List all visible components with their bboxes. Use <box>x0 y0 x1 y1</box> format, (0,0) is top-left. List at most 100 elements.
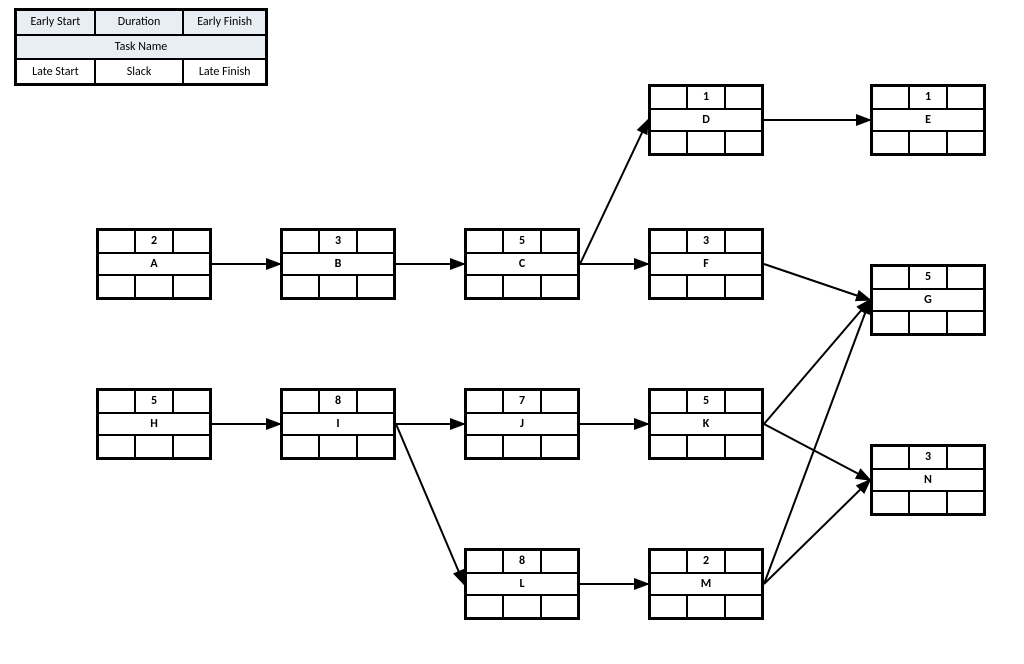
node-row-top: 3 <box>650 230 762 253</box>
early-finish-cell <box>541 230 578 253</box>
late-start-cell <box>650 595 687 618</box>
slack-cell <box>319 435 356 458</box>
slack-cell <box>687 275 724 298</box>
legend-task-name: Task Name <box>16 35 266 60</box>
late-start-cell <box>872 491 909 514</box>
late-finish-cell <box>725 435 762 458</box>
node-row-mid: D <box>650 109 762 132</box>
legend-box: Early Start Duration Early Finish Task N… <box>14 8 268 86</box>
late-finish-cell <box>357 275 394 298</box>
early-finish-cell <box>947 446 984 469</box>
early-start-cell <box>650 86 687 109</box>
late-start-cell <box>98 435 135 458</box>
node-row-mid: A <box>98 253 210 276</box>
node-row-top: 5 <box>650 390 762 413</box>
late-start-cell <box>650 435 687 458</box>
node-row-mid: B <box>282 253 394 276</box>
early-finish-cell <box>173 390 210 413</box>
early-start-cell <box>872 86 909 109</box>
duration-cell: 5 <box>503 230 540 253</box>
task-name-cell: K <box>650 413 762 436</box>
task-node-c: 5C <box>464 228 580 300</box>
late-start-cell <box>98 275 135 298</box>
late-finish-cell <box>173 275 210 298</box>
slack-cell <box>687 595 724 618</box>
late-start-cell <box>282 275 319 298</box>
legend-late-finish: Late Finish <box>183 59 266 84</box>
task-node-l: 8L <box>464 548 580 620</box>
early-finish-cell <box>541 550 578 573</box>
late-finish-cell <box>947 131 984 154</box>
task-node-m: 2M <box>648 548 764 620</box>
task-name-cell: E <box>872 109 984 132</box>
task-name-cell: H <box>98 413 210 436</box>
task-name-cell: C <box>466 253 578 276</box>
edge-f-g <box>764 264 870 300</box>
early-finish-cell <box>725 230 762 253</box>
early-finish-cell <box>725 86 762 109</box>
edge-m-g <box>764 300 870 584</box>
task-node-g: 5G <box>870 264 986 336</box>
late-start-cell <box>650 275 687 298</box>
legend-early-start: Early Start <box>16 10 95 35</box>
duration-cell: 1 <box>909 86 946 109</box>
task-node-n: 3N <box>870 444 986 516</box>
task-name-cell: L <box>466 573 578 596</box>
node-row-top: 3 <box>282 230 394 253</box>
early-finish-cell <box>725 550 762 573</box>
node-row-mid: C <box>466 253 578 276</box>
legend-row-mid: Task Name <box>16 35 266 60</box>
legend-duration: Duration <box>95 10 184 35</box>
node-row-bottom <box>98 435 210 458</box>
early-finish-cell <box>357 230 394 253</box>
early-finish-cell <box>173 230 210 253</box>
legend-slack: Slack <box>95 59 184 84</box>
late-start-cell <box>466 275 503 298</box>
slack-cell <box>503 275 540 298</box>
slack-cell <box>503 435 540 458</box>
task-name-cell: I <box>282 413 394 436</box>
node-row-top: 5 <box>872 266 984 289</box>
task-node-i: 8I <box>280 388 396 460</box>
task-node-f: 3F <box>648 228 764 300</box>
early-start-cell <box>282 390 319 413</box>
node-row-top: 3 <box>872 446 984 469</box>
late-start-cell <box>650 131 687 154</box>
early-start-cell <box>282 230 319 253</box>
task-node-j: 7J <box>464 388 580 460</box>
node-row-bottom <box>650 131 762 154</box>
duration-cell: 2 <box>687 550 724 573</box>
early-start-cell <box>98 390 135 413</box>
early-finish-cell <box>357 390 394 413</box>
duration-cell: 7 <box>503 390 540 413</box>
early-start-cell <box>98 230 135 253</box>
early-finish-cell <box>725 390 762 413</box>
duration-cell: 5 <box>909 266 946 289</box>
late-start-cell <box>872 131 909 154</box>
late-finish-cell <box>947 491 984 514</box>
node-row-mid: M <box>650 573 762 596</box>
slack-cell <box>909 491 946 514</box>
task-name-cell: M <box>650 573 762 596</box>
node-row-mid: L <box>466 573 578 596</box>
duration-cell: 5 <box>687 390 724 413</box>
task-node-k: 5K <box>648 388 764 460</box>
node-row-mid: J <box>466 413 578 436</box>
node-row-bottom <box>282 435 394 458</box>
node-row-top: 7 <box>466 390 578 413</box>
node-row-bottom <box>466 595 578 618</box>
early-start-cell <box>650 550 687 573</box>
duration-cell: 3 <box>909 446 946 469</box>
node-row-top: 1 <box>650 86 762 109</box>
slack-cell <box>687 131 724 154</box>
duration-cell: 5 <box>135 390 172 413</box>
edge-k-g <box>764 300 870 424</box>
slack-cell <box>503 595 540 618</box>
slack-cell <box>909 131 946 154</box>
node-row-bottom <box>872 491 984 514</box>
late-start-cell <box>466 595 503 618</box>
task-name-cell: G <box>872 289 984 312</box>
node-row-bottom <box>466 435 578 458</box>
node-row-top: 5 <box>98 390 210 413</box>
node-row-mid: N <box>872 469 984 492</box>
